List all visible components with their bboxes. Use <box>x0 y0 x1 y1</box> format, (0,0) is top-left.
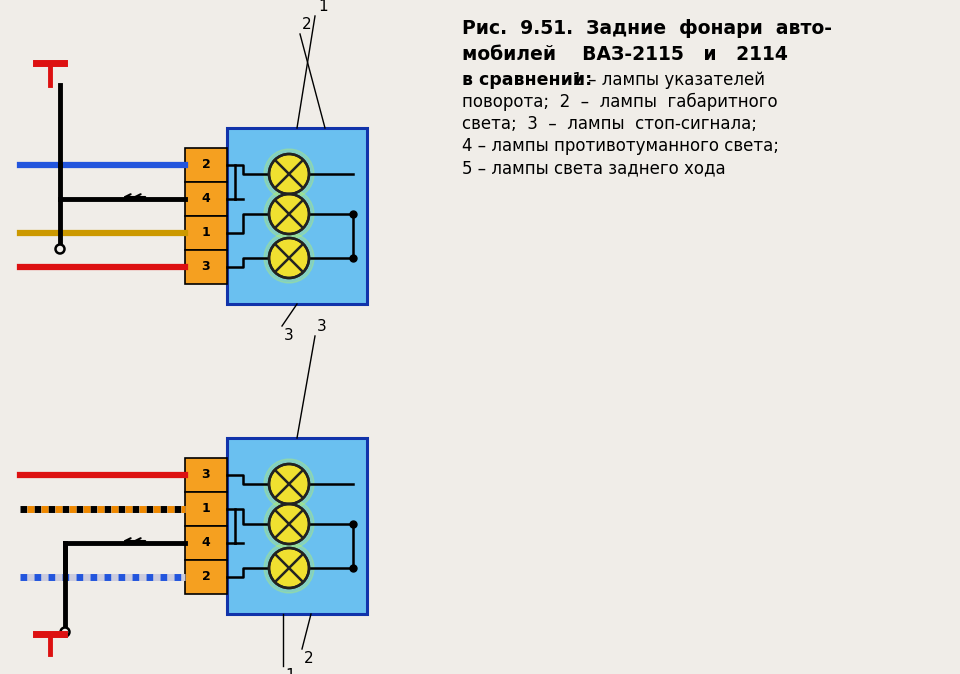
Bar <box>185 148 227 182</box>
Circle shape <box>269 464 309 504</box>
Circle shape <box>264 499 314 549</box>
Text: 3: 3 <box>202 260 210 274</box>
Bar <box>185 216 227 250</box>
Text: 1: 1 <box>202 226 210 239</box>
Circle shape <box>56 245 64 253</box>
Text: поворота;  2  –  лампы  габаритного: поворота; 2 – лампы габаритного <box>462 93 778 111</box>
Bar <box>185 526 227 560</box>
Text: 4 – лампы противотуманного света;: 4 – лампы противотуманного света; <box>462 137 779 155</box>
Bar <box>185 250 227 284</box>
Circle shape <box>264 149 314 199</box>
Circle shape <box>264 543 314 593</box>
Text: мобилей    ВАЗ-2115   и   2114: мобилей ВАЗ-2115 и 2114 <box>462 45 788 64</box>
Circle shape <box>269 548 309 588</box>
Text: 4: 4 <box>202 537 210 549</box>
Circle shape <box>269 194 309 234</box>
Text: 4: 4 <box>202 193 210 206</box>
Circle shape <box>269 238 309 278</box>
Circle shape <box>269 154 309 194</box>
Circle shape <box>264 459 314 509</box>
Text: Рис.  9.51.  Задние  фонари  авто-: Рис. 9.51. Задние фонари авто- <box>462 19 832 38</box>
Text: света;  3  –  лампы  стоп-сигнала;: света; 3 – лампы стоп-сигнала; <box>462 115 757 133</box>
Circle shape <box>60 627 69 636</box>
Circle shape <box>264 189 314 239</box>
Bar <box>227 128 367 304</box>
Text: в сравнении:: в сравнении: <box>462 71 592 89</box>
Text: 1: 1 <box>318 0 327 14</box>
Bar <box>227 438 367 614</box>
Text: 3: 3 <box>317 319 326 334</box>
Text: 1: 1 <box>285 668 295 674</box>
Text: 2: 2 <box>202 158 210 171</box>
Bar <box>185 182 227 216</box>
Text: 1: 1 <box>202 503 210 516</box>
Text: 3: 3 <box>202 468 210 481</box>
Bar <box>185 560 227 594</box>
Text: 5 – лампы света заднего хода: 5 – лампы света заднего хода <box>462 159 726 177</box>
Bar <box>185 492 227 526</box>
Circle shape <box>269 504 309 544</box>
Text: 2: 2 <box>202 570 210 584</box>
Bar <box>185 458 227 492</box>
Text: 2: 2 <box>302 17 312 32</box>
Text: 1 – лампы указателей: 1 – лампы указателей <box>567 71 765 89</box>
Circle shape <box>264 233 314 283</box>
Text: 3: 3 <box>284 328 294 343</box>
Text: 2: 2 <box>304 651 314 666</box>
